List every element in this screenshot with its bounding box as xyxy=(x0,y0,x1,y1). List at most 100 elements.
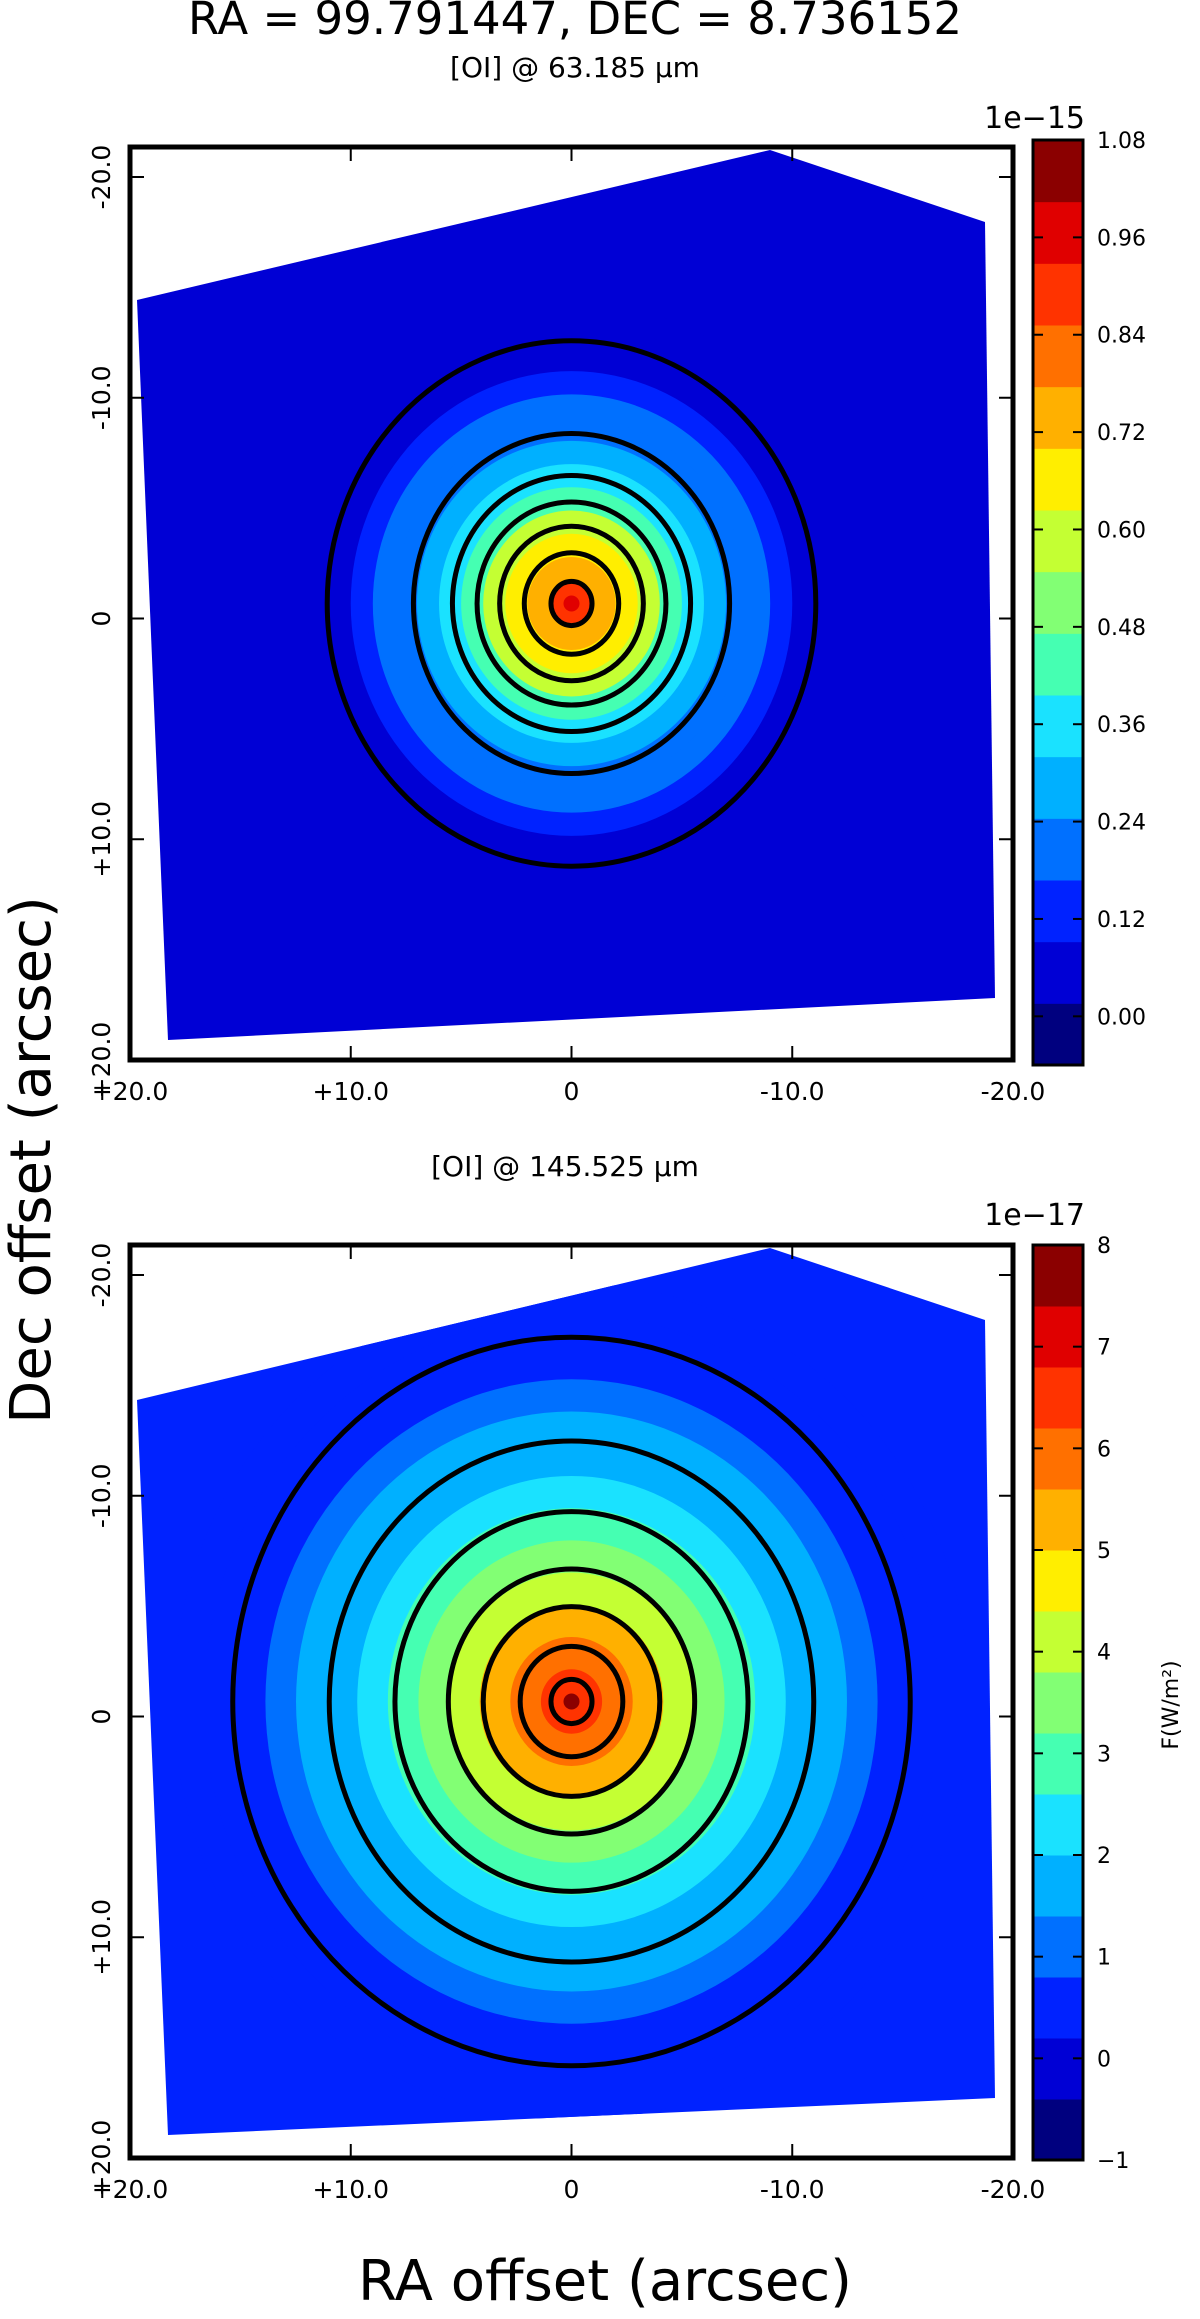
map-peak xyxy=(563,595,580,612)
colorbar-segment xyxy=(1033,2038,1083,2100)
colorbar-segment xyxy=(1033,880,1083,943)
contour-line xyxy=(324,338,819,869)
y-tick-label: -20.0 xyxy=(87,1243,116,1308)
x-tick-label: 0 xyxy=(564,2175,580,2204)
intensity-map-bottom xyxy=(137,1248,995,2135)
contour-line xyxy=(517,1643,626,1760)
x-tick-label: +10.0 xyxy=(312,2175,389,2204)
colorbar-segment xyxy=(1033,448,1083,511)
colorbar-segment xyxy=(1033,1245,1083,1307)
colorbar-tick-label: 5 xyxy=(1097,1539,1111,1564)
contour-line xyxy=(449,472,694,735)
contour-group-top xyxy=(324,338,819,869)
colorbar-tick-label: 0.72 xyxy=(1097,421,1146,446)
colorbar-tick-label: 0 xyxy=(1097,2047,1111,2072)
colorbar-segment xyxy=(1033,510,1083,573)
colorbar-segment xyxy=(1033,1550,1083,1612)
colorbar-tick-label: 1 xyxy=(1097,1946,1111,1971)
colorbar-segment xyxy=(1033,1794,1083,1856)
colorbar-segment xyxy=(1033,386,1083,449)
x-tick-label: +10.0 xyxy=(312,1077,389,1106)
colorbar-segment xyxy=(1033,201,1083,264)
colorbar-multiplier: 1e−15 xyxy=(984,101,1085,136)
colorbar-segment xyxy=(1033,695,1083,758)
colorbar-segment xyxy=(1033,1003,1083,1066)
colorbar-tick-label: 0.00 xyxy=(1097,1005,1146,1030)
colorbar-segment xyxy=(1033,633,1083,696)
colorbar-tick-label: 2 xyxy=(1097,1844,1111,1869)
x-tick-label: +20.0 xyxy=(92,2175,169,2204)
panel-top: [OI] @ 63.185 μm +20.0 +10.0 0 -10.0 -20.0 -2… xyxy=(87,51,1146,1106)
colorbar-segment xyxy=(1033,1672,1083,1734)
colorbar-segment xyxy=(1033,1855,1083,1917)
colorbar-segment xyxy=(1033,1611,1083,1673)
colorbar-tick-label: 0.84 xyxy=(1097,324,1146,349)
contour-line xyxy=(410,431,733,776)
y-tick-label: 0 xyxy=(87,1709,116,1725)
colorbar-segment xyxy=(1033,263,1083,326)
contour-line xyxy=(230,1334,913,2069)
colorbar-top: 0.00 0.12 0.24 0.36 0.48 0.60 0.72 0.84 0.96 1.08… xyxy=(984,101,1146,1067)
contour-line xyxy=(480,1604,663,1799)
ticks-bottom: +20.0 +10.0 0 -10.0 -20.0 -20.0 -10.0 0 +10.0 +20… xyxy=(87,1243,1045,2204)
colorbar-tick-label: 8 xyxy=(1097,1234,1111,1259)
colorbar-tick-label: −1 xyxy=(1097,2149,1129,2174)
colorbar-segment xyxy=(1033,1733,1083,1795)
contour-line xyxy=(326,1438,817,1965)
map-peak xyxy=(563,1693,580,1710)
y-tick-label: -10.0 xyxy=(87,1463,116,1528)
panel-bottom: [OI] @ 145.525 μm +20.0 +10.0 0 -10.0 -20.0 -… xyxy=(87,1150,1184,2204)
colorbar-tick-label: 3 xyxy=(1097,1742,1111,1767)
colorbar-segment xyxy=(1033,2099,1083,2161)
colorbar-segment xyxy=(1033,571,1083,634)
contour-line xyxy=(445,1566,698,1837)
intensity-map-top xyxy=(137,150,995,1040)
colorbar-segment xyxy=(1033,1306,1083,1368)
x-tick-label: -10.0 xyxy=(760,2175,825,2204)
colorbar-tick-label: 1.08 xyxy=(1097,129,1146,154)
colorbar-segment xyxy=(1033,1428,1083,1490)
colorbar-bottom: −1 0 1 2 3 4 5 6 7 8 1e−17 xyxy=(984,1198,1129,2174)
x-tick-label: +20.0 xyxy=(92,1077,169,1106)
contour-line xyxy=(497,523,646,684)
y-tick-label: -20.0 xyxy=(87,145,116,210)
y-tick-label: 0 xyxy=(87,611,116,627)
x-tick-label: -20.0 xyxy=(981,2175,1046,2204)
figure-title: RA = 99.791447, DEC = 8.736152 xyxy=(188,0,962,45)
x-tick-label: -10.0 xyxy=(760,1077,825,1106)
y-tick-label: -10.0 xyxy=(87,365,116,430)
colorbar-label: F(W/m²) xyxy=(1159,1660,1184,1749)
colorbar-tick-label: 0.96 xyxy=(1097,226,1146,251)
contour-line xyxy=(548,578,595,629)
y-tick-label: +10.0 xyxy=(87,1899,116,1976)
x-tick-label: 0 xyxy=(564,1077,580,1106)
y-axis-label: Dec offset (arcsec) xyxy=(0,896,64,1423)
colorbar-tick-label: 0.48 xyxy=(1097,616,1146,641)
colorbar-frame xyxy=(1031,138,1085,1067)
contour-line xyxy=(474,499,669,708)
colorbar-multiplier: 1e−17 xyxy=(984,1198,1085,1233)
x-axis-label: RA offset (arcsec) xyxy=(358,2249,852,2314)
contour-group-bottom xyxy=(230,1334,913,2069)
colorbar-segment xyxy=(1033,941,1083,1004)
y-tick-label: +10.0 xyxy=(87,801,116,878)
colorbar-segment xyxy=(1033,1916,1083,1978)
colorbar-tick-label: 0.24 xyxy=(1097,811,1146,836)
x-tick-label: -20.0 xyxy=(981,1077,1046,1106)
colorbar-tick-label: 0.60 xyxy=(1097,518,1146,543)
colorbar-tick-label: 4 xyxy=(1097,1641,1111,1666)
colorbar-segment xyxy=(1033,1977,1083,2039)
colorbar-segment xyxy=(1033,140,1083,203)
contour-line xyxy=(521,550,622,657)
ticks-top: +20.0 +10.0 0 -10.0 -20.0 -20.0 -10.0 0 +10.0 +20… xyxy=(87,145,1045,1106)
colorbar-segment xyxy=(1033,1367,1083,1429)
contour-line xyxy=(548,1676,595,1727)
colorbar-tick-label: 6 xyxy=(1097,1437,1111,1462)
contour-line xyxy=(392,1509,751,1894)
y-tick-label: +20.0 xyxy=(87,2120,116,2197)
colorbar-tick-label: 0.12 xyxy=(1097,908,1146,933)
colorbar-tick-label: 0.36 xyxy=(1097,713,1146,738)
colorbar-frame xyxy=(1031,1243,1085,2162)
colorbar-tick-label: 7 xyxy=(1097,1336,1111,1361)
